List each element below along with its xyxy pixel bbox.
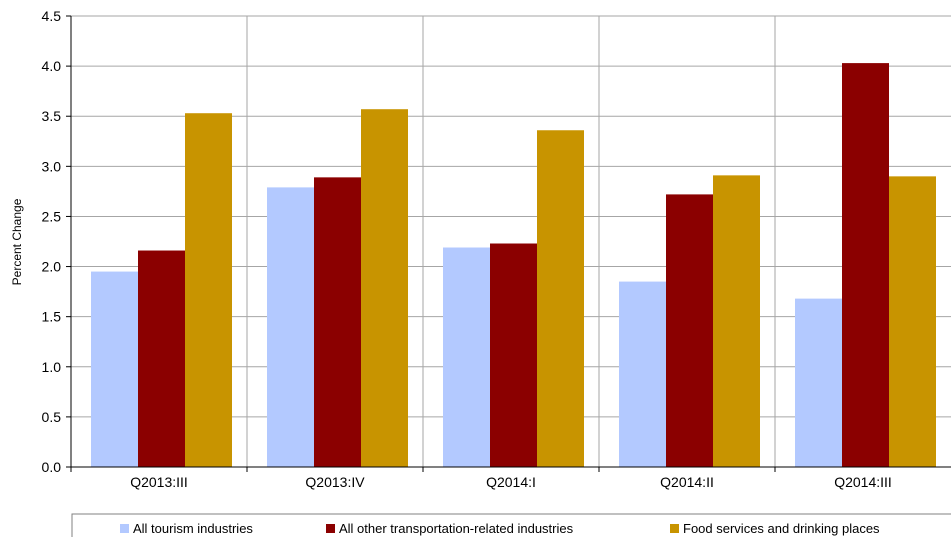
bar — [713, 175, 760, 467]
bar — [185, 113, 232, 468]
legend-swatch — [120, 524, 129, 533]
y-tick-label: 2.0 — [42, 259, 62, 275]
bars — [91, 63, 936, 468]
legend-label: Food services and drinking places — [683, 521, 880, 536]
y-axis-label: Percent Change — [10, 198, 24, 285]
bar — [91, 271, 138, 467]
y-tick-label: 4.0 — [42, 58, 62, 74]
y-tick-label: 0.0 — [42, 459, 62, 475]
bar — [361, 109, 408, 467]
y-tick-label: 4.5 — [42, 8, 62, 24]
x-tick-label: Q2014:II — [660, 474, 714, 490]
legend-label: All other transportation-related industr… — [339, 521, 574, 536]
tick-labels: 0.0 0.5 1.0 1.5 2.0 2.5 3.0 3.5 4.0 4.5 Q2013:III Q… — [42, 8, 892, 490]
x-tick-label: Q2013:III — [130, 474, 188, 490]
bar — [443, 247, 490, 467]
legend-swatch — [670, 524, 679, 533]
y-tick-label: 3.0 — [42, 158, 62, 174]
bar — [666, 194, 713, 467]
x-tick-label: Q2013:IV — [305, 474, 365, 490]
legend-box — [71, 513, 951, 537]
bar — [267, 187, 314, 467]
bar — [537, 130, 584, 467]
bar — [795, 298, 842, 467]
y-tick-label: 3.5 — [42, 108, 62, 124]
x-tick-label: Q2014:I — [486, 474, 536, 490]
bar — [619, 281, 666, 467]
axes — [66, 15, 951, 472]
bar — [889, 176, 936, 467]
bar — [490, 243, 537, 467]
legend-swatch — [326, 524, 335, 533]
y-tick-label: 1.0 — [42, 359, 62, 375]
bar — [314, 177, 361, 467]
y-tick-label: 1.5 — [42, 309, 62, 325]
x-tick-label: Q2014:III — [834, 474, 892, 490]
y-tick-label: 2.5 — [42, 208, 62, 224]
bar — [842, 63, 889, 468]
legend: All tourism industries All other transpor… — [71, 513, 951, 537]
bar — [138, 250, 185, 467]
y-tick-label: 0.5 — [42, 409, 62, 425]
legend-label: All tourism industries — [133, 521, 253, 536]
